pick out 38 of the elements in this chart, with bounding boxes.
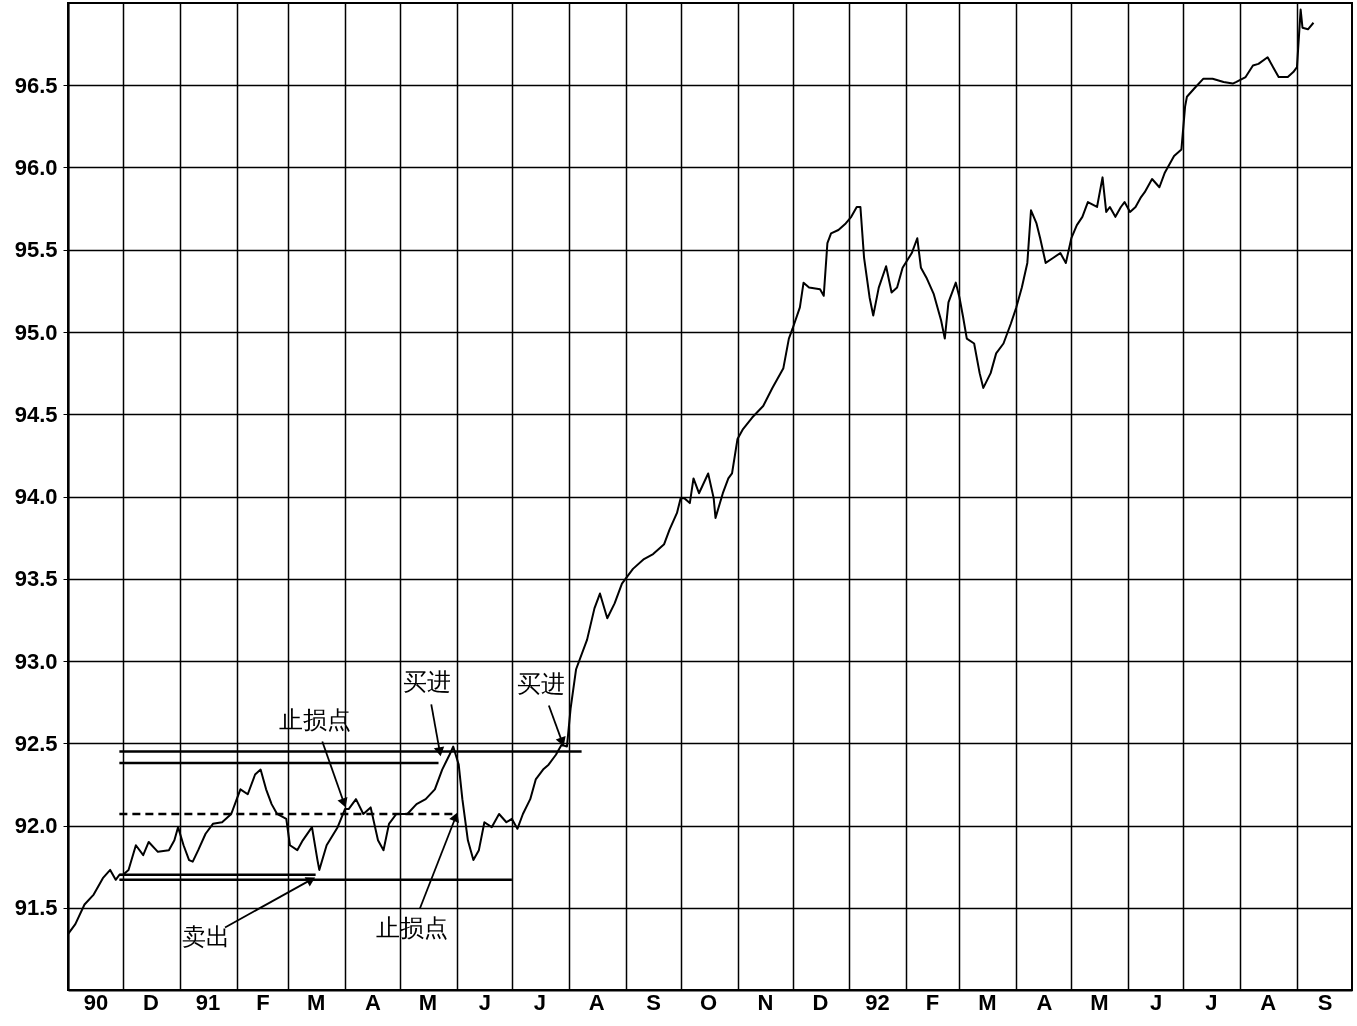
- x-tick-label: S: [646, 989, 661, 1015]
- annotation: 买进: [517, 669, 566, 698]
- y-tick-label: 96.0: [14, 155, 58, 180]
- x-tick-label: 92: [865, 989, 890, 1015]
- y-tick-label: 94.0: [14, 484, 58, 509]
- x-tick-label: J: [1205, 989, 1218, 1015]
- x-tick-label: F: [925, 989, 940, 1015]
- x-tick-label: J: [533, 989, 547, 1015]
- y-tick-label: 93.5: [14, 566, 58, 592]
- annotation: 卖出: [181, 923, 230, 952]
- y-tick-label: 93.0: [14, 648, 58, 674]
- x-tick-label: O: [700, 989, 718, 1015]
- y-tick-label: 91.5: [14, 895, 58, 921]
- x-tick-label: 90: [83, 989, 109, 1015]
- y-tick-label: 92.0: [14, 813, 58, 838]
- x-tick-label: M: [306, 989, 326, 1015]
- x-tick-label: M: [978, 989, 997, 1015]
- x-tick-label: N: [757, 989, 774, 1015]
- y-tick-label: 95.0: [14, 319, 58, 345]
- x-tick-label: A: [588, 989, 605, 1015]
- y-tick-label: 96.5: [14, 72, 58, 98]
- x-tick-label: D: [812, 989, 829, 1015]
- y-tick-label: 95.5: [14, 237, 58, 263]
- y-tick-label: 94.5: [14, 401, 58, 427]
- x-tick-label: 91: [195, 989, 221, 1015]
- x-tick-label: M: [1090, 989, 1109, 1015]
- y-tick-label: 92.5: [14, 730, 58, 756]
- x-tick-label: A: [365, 989, 382, 1015]
- annotation: 止损点: [375, 913, 448, 942]
- x-tick-label: J: [478, 989, 492, 1015]
- annotation: 买进: [403, 667, 452, 696]
- x-tick-label: D: [143, 989, 159, 1015]
- x-tick-label: F: [256, 989, 270, 1015]
- x-tick-label: J: [1150, 989, 1163, 1015]
- x-tick-label: A: [1036, 989, 1053, 1015]
- x-tick-label: S: [1317, 989, 1333, 1015]
- x-tick-label: A: [1260, 989, 1277, 1015]
- x-tick-label: M: [418, 989, 438, 1015]
